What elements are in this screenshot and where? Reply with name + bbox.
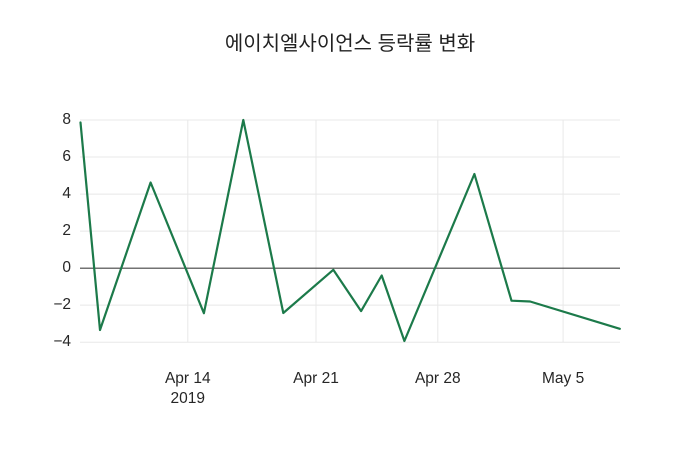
svg-text:−2: −2 [53,296,71,313]
svg-text:May 5: May 5 [542,370,584,387]
svg-text:6: 6 [62,148,71,165]
svg-text:Apr 21: Apr 21 [293,370,339,387]
svg-text:0: 0 [62,259,71,276]
svg-text:−4: −4 [53,333,71,350]
svg-text:8: 8 [62,111,71,128]
svg-text:2019: 2019 [171,390,205,407]
svg-text:4: 4 [62,185,71,202]
svg-text:2: 2 [62,222,71,239]
svg-text:Apr 14: Apr 14 [165,370,211,387]
svg-text:Apr 28: Apr 28 [415,370,461,387]
